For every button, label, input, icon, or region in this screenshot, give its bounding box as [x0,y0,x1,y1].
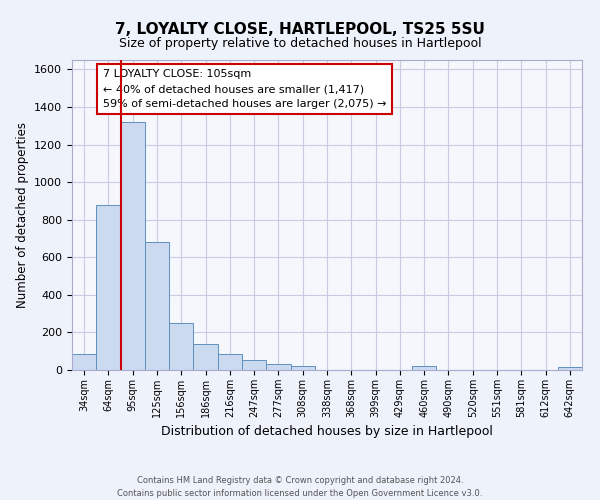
Bar [242,360,266,370]
Y-axis label: Number of detached properties: Number of detached properties [16,122,29,308]
Bar [169,323,193,370]
Bar [72,354,96,370]
Bar [412,366,436,370]
Text: 7 LOYALTY CLOSE: 105sqm
← 40% of detached houses are smaller (1,417)
59% of semi: 7 LOYALTY CLOSE: 105sqm ← 40% of detache… [103,70,386,109]
Bar [121,122,145,370]
Bar [96,204,121,370]
X-axis label: Distribution of detached houses by size in Hartlepool: Distribution of detached houses by size … [161,426,493,438]
Bar [290,366,315,370]
Bar [558,367,582,370]
Bar [145,242,169,370]
Bar [218,354,242,370]
Text: Contains HM Land Registry data © Crown copyright and database right 2024.
Contai: Contains HM Land Registry data © Crown c… [118,476,482,498]
Text: Size of property relative to detached houses in Hartlepool: Size of property relative to detached ho… [119,38,481,51]
Bar [193,344,218,370]
Text: 7, LOYALTY CLOSE, HARTLEPOOL, TS25 5SU: 7, LOYALTY CLOSE, HARTLEPOOL, TS25 5SU [115,22,485,38]
Bar [266,364,290,370]
